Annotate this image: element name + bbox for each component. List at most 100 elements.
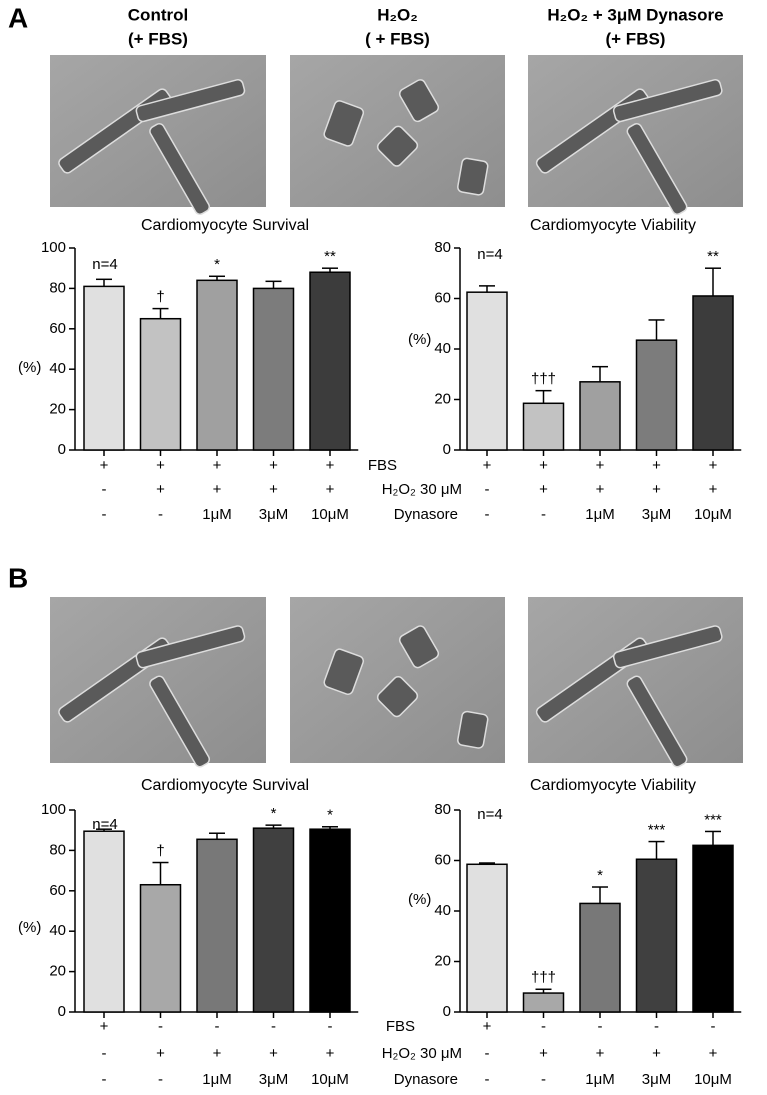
condition-value: + bbox=[269, 1045, 278, 1062]
bar bbox=[635, 339, 678, 451]
condition-value: 10μM bbox=[694, 1071, 732, 1088]
condition-value: + bbox=[709, 457, 718, 474]
condition-value: - bbox=[328, 1018, 333, 1035]
condition-value: 1μM bbox=[585, 506, 614, 523]
chart-title: Cardiomyocyte Viability bbox=[530, 217, 696, 234]
image-caption: (+ FBS) bbox=[128, 29, 188, 48]
y-tick-label: 40 bbox=[49, 922, 66, 939]
y-tick-label: 20 bbox=[49, 401, 66, 418]
image-caption: Control bbox=[128, 5, 188, 24]
condition-value: + bbox=[326, 1045, 335, 1062]
cell bbox=[135, 79, 246, 123]
y-tick-label: 0 bbox=[58, 441, 66, 458]
y-tick-label: 0 bbox=[443, 1003, 451, 1020]
y-tick-label: 20 bbox=[49, 963, 66, 980]
significance-marker: ** bbox=[324, 248, 336, 265]
condition-value: + bbox=[269, 481, 278, 498]
bar bbox=[579, 902, 621, 1013]
condition-value: 3μM bbox=[259, 1071, 288, 1088]
condition-value: - bbox=[598, 1018, 603, 1035]
bar bbox=[579, 381, 621, 451]
chart-title: Cardiomyocyte Viability bbox=[530, 777, 696, 794]
y-tick-label: 100 bbox=[41, 801, 66, 818]
significance-marker: † bbox=[156, 289, 164, 306]
condition-value: 10μM bbox=[311, 1071, 349, 1088]
condition-value: 3μM bbox=[642, 506, 671, 523]
condition-value: - bbox=[158, 1071, 163, 1088]
condition-value: - bbox=[541, 1018, 546, 1035]
annotation: n=4 bbox=[477, 246, 502, 263]
cell bbox=[149, 123, 211, 215]
panel-label: B bbox=[8, 562, 28, 593]
cell bbox=[398, 625, 440, 669]
condition-label: H₂O₂ 30 μM bbox=[382, 1045, 462, 1062]
condition-label: FBS bbox=[386, 1018, 415, 1035]
condition-value: - bbox=[654, 1018, 659, 1035]
bar bbox=[635, 858, 678, 1013]
significance-marker: *** bbox=[648, 822, 666, 839]
cell bbox=[149, 675, 211, 768]
significance-marker: * bbox=[214, 256, 220, 273]
condition-value: + bbox=[156, 481, 165, 498]
cell bbox=[323, 648, 365, 695]
y-tick-label: 20 bbox=[434, 952, 451, 969]
significance-marker: ††† bbox=[531, 969, 556, 986]
y-axis-label: (%) bbox=[408, 891, 431, 908]
condition-value: - bbox=[158, 506, 163, 523]
cell bbox=[626, 123, 688, 215]
condition-value: - bbox=[711, 1018, 716, 1035]
bar bbox=[309, 828, 351, 1013]
condition-value: 1μM bbox=[202, 506, 231, 523]
y-tick-label: 60 bbox=[434, 289, 451, 306]
y-tick-label: 80 bbox=[434, 801, 451, 818]
condition-value: + bbox=[483, 1018, 492, 1035]
image-caption: H₂O₂ bbox=[377, 5, 418, 24]
condition-value: + bbox=[652, 481, 661, 498]
y-axis-label: (%) bbox=[408, 331, 431, 348]
condition-value: + bbox=[326, 457, 335, 474]
significance-marker: * bbox=[327, 807, 333, 824]
condition-value: + bbox=[539, 481, 548, 498]
y-tick-label: 80 bbox=[49, 279, 66, 296]
bar bbox=[196, 279, 238, 451]
condition-value: - bbox=[485, 481, 490, 498]
y-axis-label: (%) bbox=[18, 919, 41, 936]
cell bbox=[376, 676, 419, 718]
condition-value: + bbox=[100, 1018, 109, 1035]
condition-label: Dynasore bbox=[394, 1071, 458, 1088]
bar bbox=[522, 992, 565, 1013]
significance-marker: ††† bbox=[531, 371, 556, 388]
condition-value: + bbox=[709, 1045, 718, 1062]
cell bbox=[612, 79, 723, 123]
y-tick-label: 80 bbox=[49, 841, 66, 858]
significance-marker: ** bbox=[707, 248, 719, 265]
condition-label: Dynasore bbox=[394, 506, 458, 523]
condition-value: + bbox=[326, 481, 335, 498]
bar bbox=[466, 863, 508, 1013]
condition-value: + bbox=[269, 457, 278, 474]
y-tick-label: 40 bbox=[434, 902, 451, 919]
cell bbox=[323, 100, 365, 147]
condition-value: + bbox=[652, 1045, 661, 1062]
image-caption: ( + FBS) bbox=[365, 29, 430, 48]
y-tick-label: 100 bbox=[41, 239, 66, 256]
cell bbox=[376, 125, 419, 167]
condition-value: + bbox=[539, 457, 548, 474]
significance-marker: * bbox=[271, 805, 277, 822]
condition-value: 10μM bbox=[311, 506, 349, 523]
cell bbox=[612, 625, 723, 669]
condition-value: + bbox=[652, 457, 661, 474]
condition-value: 3μM bbox=[642, 1071, 671, 1088]
y-tick-label: 60 bbox=[49, 320, 66, 337]
condition-value: - bbox=[102, 1045, 107, 1062]
condition-value: + bbox=[156, 1045, 165, 1062]
bar bbox=[309, 271, 351, 451]
condition-value: + bbox=[596, 457, 605, 474]
bar bbox=[139, 317, 182, 451]
y-tick-label: 60 bbox=[49, 882, 66, 899]
condition-value: + bbox=[213, 1045, 222, 1062]
bar bbox=[252, 287, 295, 451]
condition-value: + bbox=[596, 1045, 605, 1062]
bar bbox=[692, 295, 734, 451]
